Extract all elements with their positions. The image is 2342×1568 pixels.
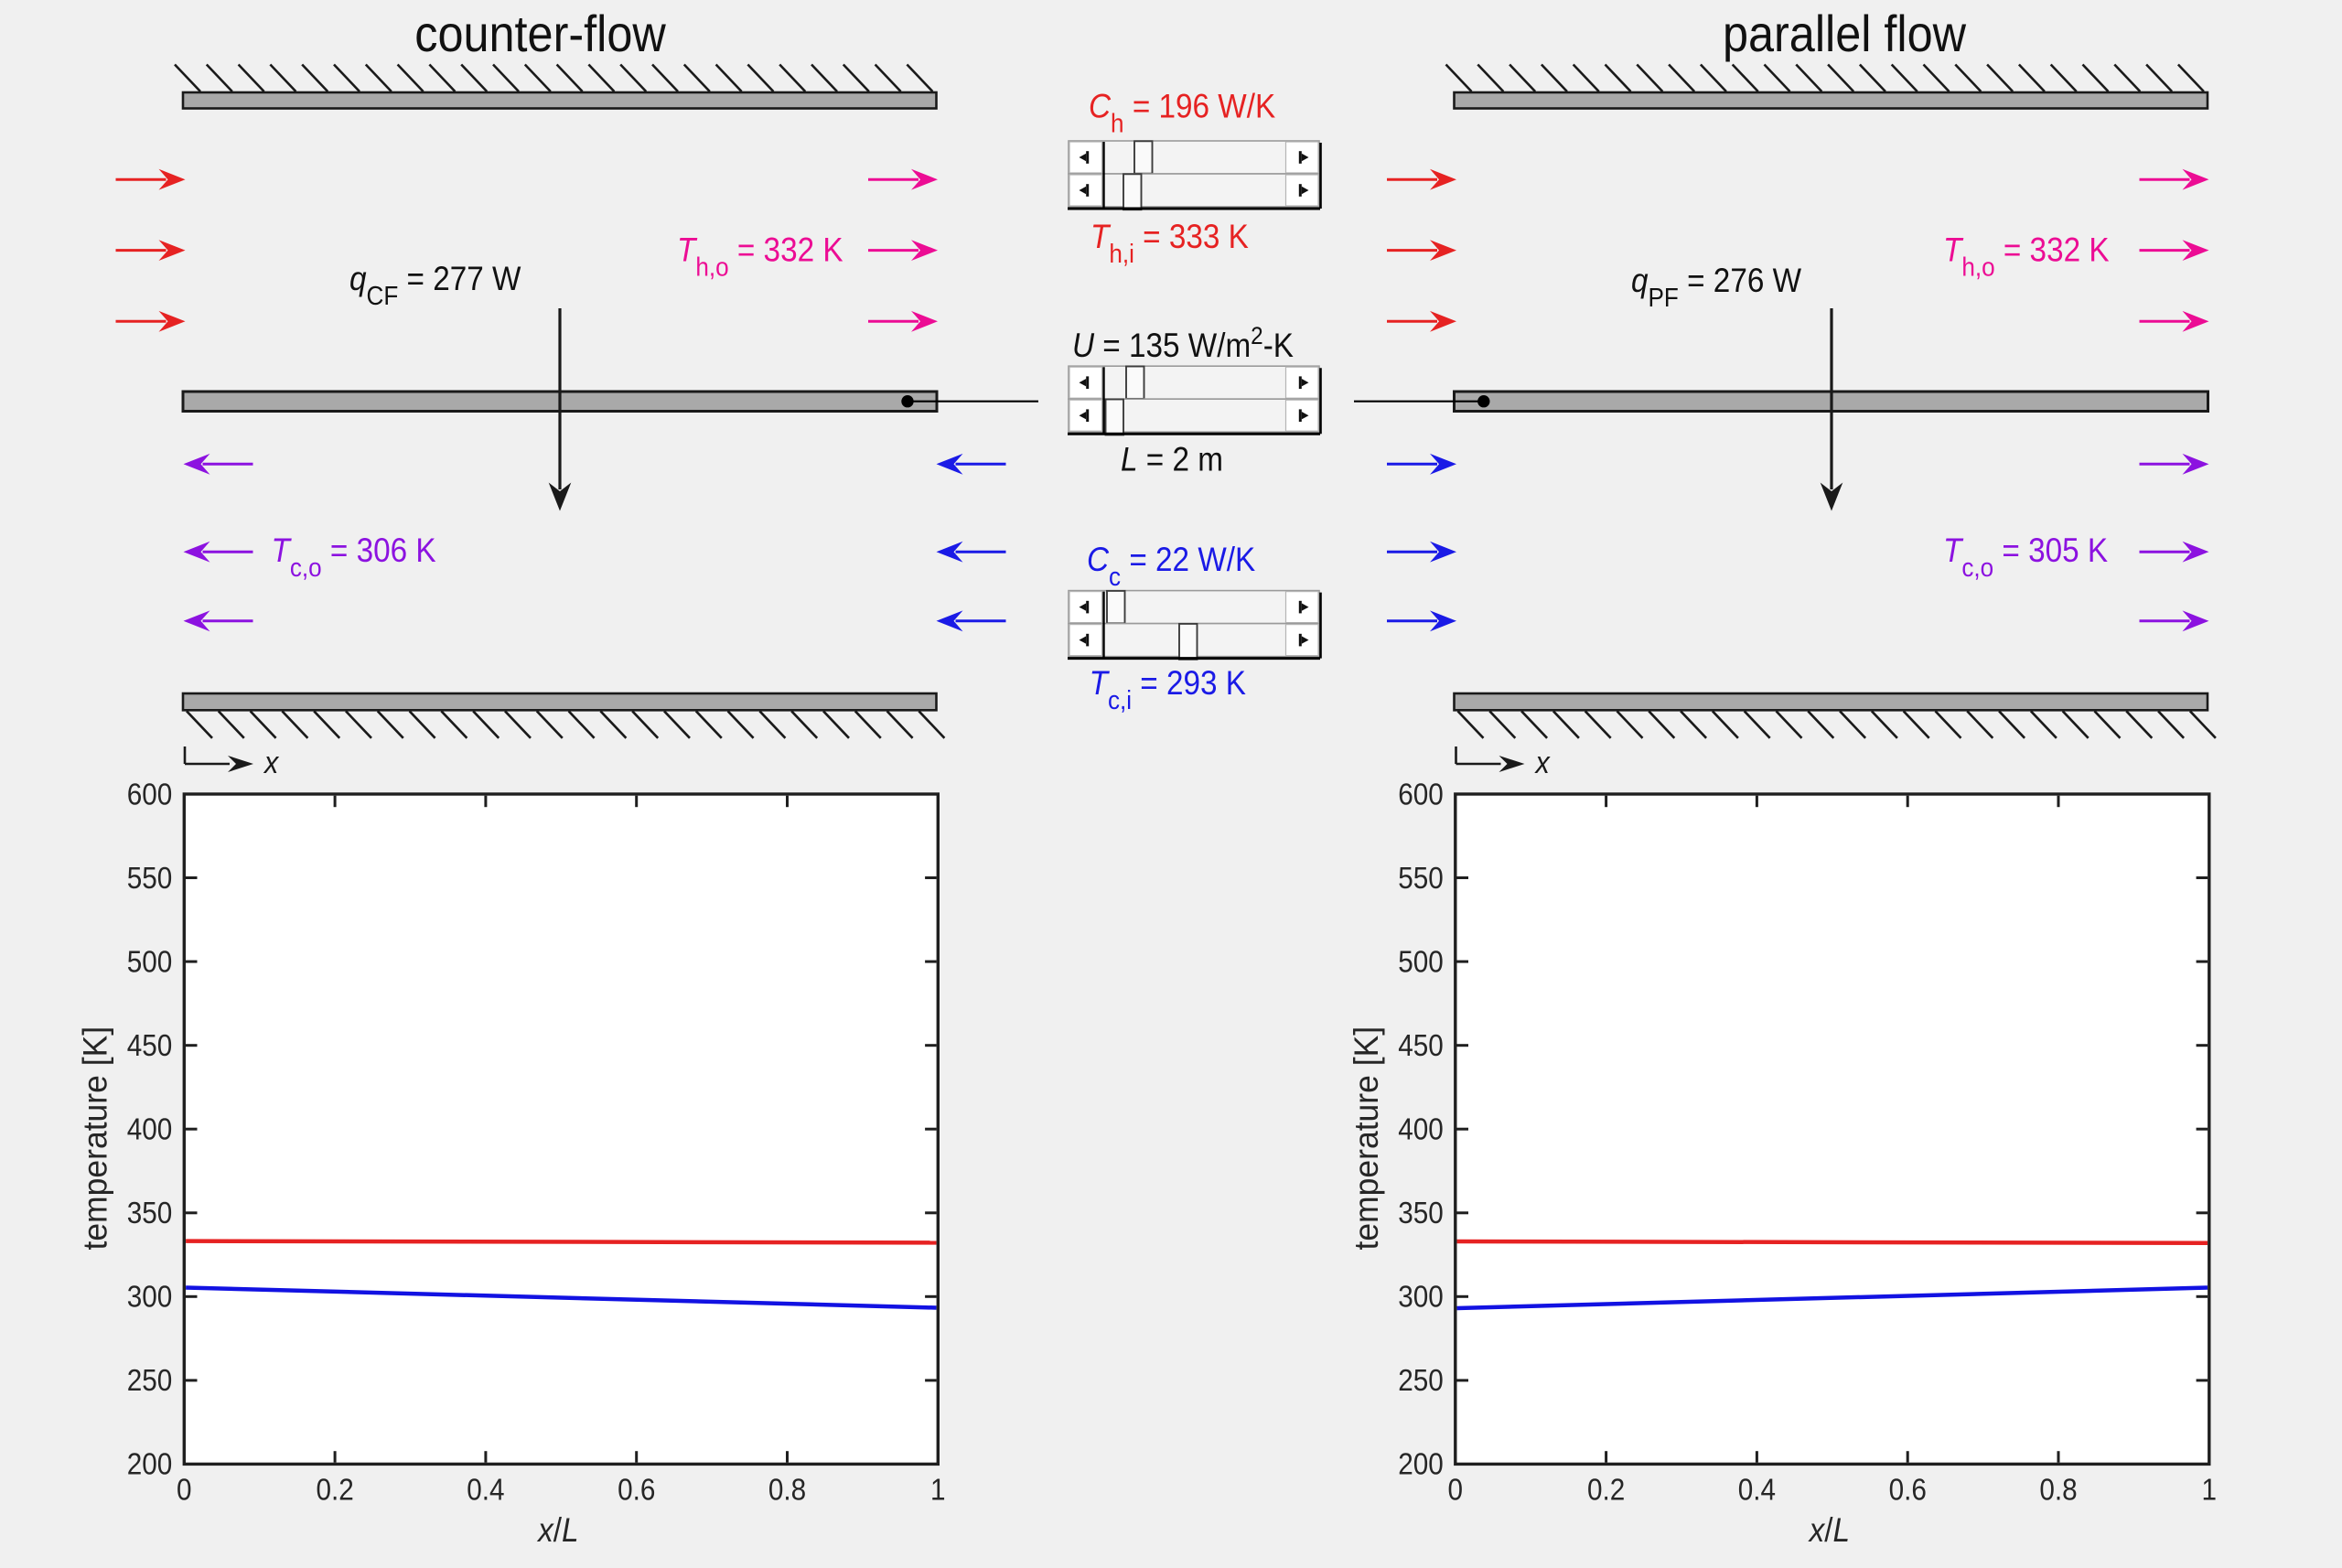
svg-text:Tc,o​ = 305 K: Tc,o​ = 305 K: [1943, 532, 2109, 582]
svg-text:qPF​ = 276 W: qPF​ = 276 W: [1631, 262, 1802, 312]
svg-text:250: 250: [1398, 1364, 1444, 1398]
svg-text:x: x: [1534, 746, 1552, 780]
svg-text:L = 2 m: L = 2 m: [1121, 441, 1223, 478]
svg-text:500: 500: [1398, 945, 1444, 979]
svg-text:350: 350: [1398, 1197, 1444, 1230]
svg-text:Th,i​ = 333 K: Th,i​ = 333 K: [1090, 218, 1249, 268]
svg-text:parallel flow: parallel flow: [1723, 6, 1967, 63]
svg-text:0.6: 0.6: [618, 1473, 655, 1507]
svg-text:400: 400: [1398, 1112, 1444, 1146]
svg-text:250: 250: [127, 1364, 173, 1398]
svg-text:0: 0: [1448, 1473, 1464, 1507]
svg-text:0.4: 0.4: [467, 1473, 504, 1507]
svg-text:600: 600: [1398, 778, 1444, 811]
svg-text:qCF​ = 277 W: qCF​ = 277 W: [349, 260, 521, 310]
svg-text:400: 400: [127, 1112, 173, 1146]
svg-text:550: 550: [127, 861, 173, 895]
svg-text:Cc​ = 22 W/K: Cc​ = 22 W/K: [1087, 541, 1256, 591]
svg-text:0.2: 0.2: [1587, 1473, 1625, 1507]
svg-text:0.2: 0.2: [316, 1473, 353, 1507]
svg-text:600: 600: [127, 778, 173, 811]
svg-text:500: 500: [127, 945, 173, 979]
svg-text:1: 1: [930, 1473, 946, 1507]
svg-text:Tc,o​ = 306 K: Tc,o​ = 306 K: [272, 532, 437, 582]
svg-text:0: 0: [177, 1473, 192, 1507]
svg-text:450: 450: [127, 1029, 173, 1063]
svg-text:0.4: 0.4: [1738, 1473, 1776, 1507]
svg-text:0.8: 0.8: [2039, 1473, 2077, 1507]
svg-text:550: 550: [1398, 861, 1444, 895]
svg-text:temperature [K]: temperature [K]: [1348, 1026, 1386, 1251]
svg-text:300: 300: [127, 1280, 173, 1314]
svg-text:450: 450: [1398, 1029, 1444, 1063]
svg-text:x/L: x/L: [1808, 1511, 1850, 1549]
svg-text:Th,o​ = 332 K: Th,o​ = 332 K: [677, 231, 843, 282]
svg-text:Ch​ = 196 W/K: Ch​ = 196 W/K: [1089, 88, 1276, 138]
svg-text:Th,o​ = 332 K: Th,o​ = 332 K: [1943, 231, 2110, 282]
svg-text:350: 350: [127, 1197, 173, 1230]
svg-text:U = 135 W/m2​-K: U = 135 W/m2​-K: [1072, 323, 1294, 365]
svg-text:0.8: 0.8: [768, 1473, 806, 1507]
svg-text:0.6: 0.6: [1889, 1473, 1927, 1507]
svg-text:x: x: [263, 746, 280, 780]
svg-text:200: 200: [127, 1447, 173, 1481]
svg-text:x/L: x/L: [536, 1511, 578, 1549]
svg-text:300: 300: [1398, 1280, 1444, 1314]
svg-text:counter-flow: counter-flow: [414, 6, 666, 63]
svg-text:200: 200: [1398, 1447, 1444, 1481]
svg-text:temperature [K]: temperature [K]: [76, 1026, 114, 1251]
svg-text:1: 1: [2202, 1473, 2218, 1507]
svg-text:Tc,i​ = 293 K: Tc,i​ = 293 K: [1090, 664, 1247, 714]
